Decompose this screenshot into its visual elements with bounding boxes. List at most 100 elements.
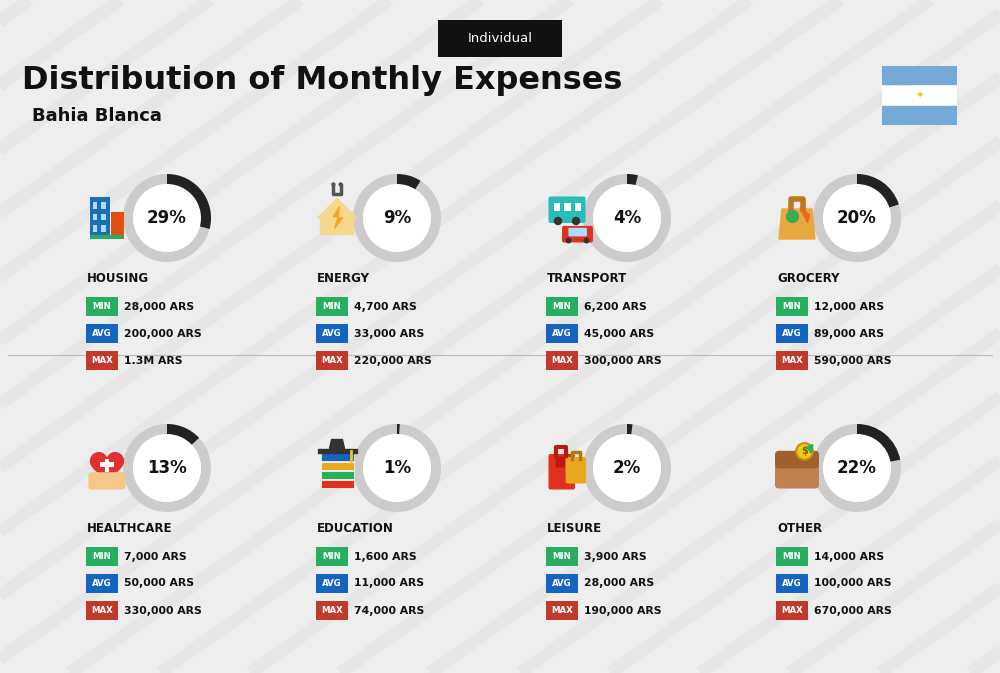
Circle shape [584, 238, 590, 244]
FancyBboxPatch shape [546, 574, 578, 594]
FancyBboxPatch shape [775, 454, 819, 489]
FancyBboxPatch shape [316, 324, 348, 343]
Circle shape [566, 238, 572, 244]
Wedge shape [353, 424, 441, 512]
FancyBboxPatch shape [568, 227, 587, 236]
FancyBboxPatch shape [546, 297, 578, 316]
Text: 74,000 ARS: 74,000 ARS [354, 606, 424, 616]
Text: 12,000 ARS: 12,000 ARS [814, 302, 884, 312]
Circle shape [133, 434, 201, 502]
Text: 4%: 4% [613, 209, 641, 227]
FancyBboxPatch shape [88, 472, 126, 489]
FancyBboxPatch shape [882, 106, 957, 125]
Wedge shape [123, 174, 211, 262]
Text: 14,000 ARS: 14,000 ARS [814, 551, 884, 561]
Text: 2%: 2% [613, 459, 641, 477]
FancyBboxPatch shape [86, 546, 118, 566]
FancyBboxPatch shape [316, 601, 348, 621]
Text: Individual: Individual [468, 32, 532, 44]
Text: MIN: MIN [93, 552, 111, 561]
FancyBboxPatch shape [556, 456, 565, 468]
FancyBboxPatch shape [775, 451, 819, 468]
FancyBboxPatch shape [438, 20, 562, 57]
FancyBboxPatch shape [111, 212, 124, 239]
Circle shape [133, 184, 201, 252]
Text: MAX: MAX [551, 356, 573, 365]
Text: MAX: MAX [91, 606, 113, 615]
Wedge shape [857, 424, 900, 462]
FancyBboxPatch shape [776, 297, 808, 316]
Text: 330,000 ARS: 330,000 ARS [124, 606, 202, 616]
Polygon shape [333, 207, 342, 229]
Text: 45,000 ARS: 45,000 ARS [584, 328, 654, 339]
FancyBboxPatch shape [546, 324, 578, 343]
Text: AVG: AVG [92, 329, 112, 338]
FancyBboxPatch shape [101, 202, 106, 209]
Text: ✦: ✦ [916, 90, 924, 100]
FancyBboxPatch shape [882, 86, 957, 105]
FancyBboxPatch shape [776, 601, 808, 621]
FancyBboxPatch shape [320, 453, 354, 462]
Text: LEISURE: LEISURE [547, 522, 602, 534]
Wedge shape [167, 424, 199, 445]
Circle shape [331, 182, 336, 186]
Text: Bahia Blanca: Bahia Blanca [32, 107, 162, 125]
Text: 33,000 ARS: 33,000 ARS [354, 328, 424, 339]
FancyBboxPatch shape [86, 351, 118, 370]
Text: MIN: MIN [323, 302, 341, 311]
Text: 11,000 ARS: 11,000 ARS [354, 579, 424, 588]
Wedge shape [857, 174, 899, 207]
Text: AVG: AVG [782, 579, 802, 588]
FancyBboxPatch shape [90, 197, 110, 239]
FancyBboxPatch shape [101, 225, 106, 232]
FancyBboxPatch shape [90, 236, 123, 239]
Text: 300,000 ARS: 300,000 ARS [584, 355, 662, 365]
Circle shape [786, 210, 799, 223]
Text: OTHER: OTHER [777, 522, 822, 534]
Text: MIN: MIN [323, 552, 341, 561]
FancyBboxPatch shape [100, 462, 114, 467]
FancyBboxPatch shape [776, 351, 808, 370]
Polygon shape [779, 209, 815, 239]
Text: Distribution of Monthly Expenses: Distribution of Monthly Expenses [22, 65, 622, 96]
FancyBboxPatch shape [316, 351, 348, 370]
Text: 9%: 9% [383, 209, 411, 227]
Text: MAX: MAX [781, 356, 803, 365]
FancyBboxPatch shape [776, 324, 808, 343]
Circle shape [363, 184, 431, 252]
FancyBboxPatch shape [548, 454, 575, 489]
FancyBboxPatch shape [86, 297, 118, 316]
Text: MIN: MIN [783, 552, 801, 561]
Text: MAX: MAX [91, 356, 113, 365]
FancyBboxPatch shape [316, 546, 348, 566]
Text: GROCERY: GROCERY [777, 271, 840, 285]
FancyBboxPatch shape [574, 203, 581, 211]
Text: 590,000 ARS: 590,000 ARS [814, 355, 892, 365]
FancyBboxPatch shape [564, 203, 571, 211]
FancyBboxPatch shape [93, 213, 97, 220]
Polygon shape [91, 453, 123, 483]
FancyBboxPatch shape [546, 546, 578, 566]
Polygon shape [800, 207, 810, 223]
Text: MAX: MAX [781, 606, 803, 615]
Text: AVG: AVG [552, 579, 572, 588]
Text: 28,000 ARS: 28,000 ARS [584, 579, 654, 588]
Text: 13%: 13% [147, 459, 187, 477]
Wedge shape [397, 424, 400, 434]
Wedge shape [583, 424, 671, 512]
Wedge shape [123, 424, 211, 512]
FancyBboxPatch shape [548, 197, 586, 223]
Text: MAX: MAX [321, 356, 343, 365]
Text: EDUCATION: EDUCATION [317, 522, 394, 534]
Text: MAX: MAX [321, 606, 343, 615]
FancyBboxPatch shape [776, 546, 808, 566]
Text: 28,000 ARS: 28,000 ARS [124, 302, 194, 312]
Text: AVG: AVG [92, 579, 112, 588]
Text: AVG: AVG [782, 329, 802, 338]
FancyBboxPatch shape [86, 601, 118, 621]
Circle shape [823, 434, 891, 502]
Text: AVG: AVG [322, 329, 342, 338]
Wedge shape [813, 424, 901, 512]
Text: MIN: MIN [553, 302, 571, 311]
Circle shape [363, 434, 431, 502]
